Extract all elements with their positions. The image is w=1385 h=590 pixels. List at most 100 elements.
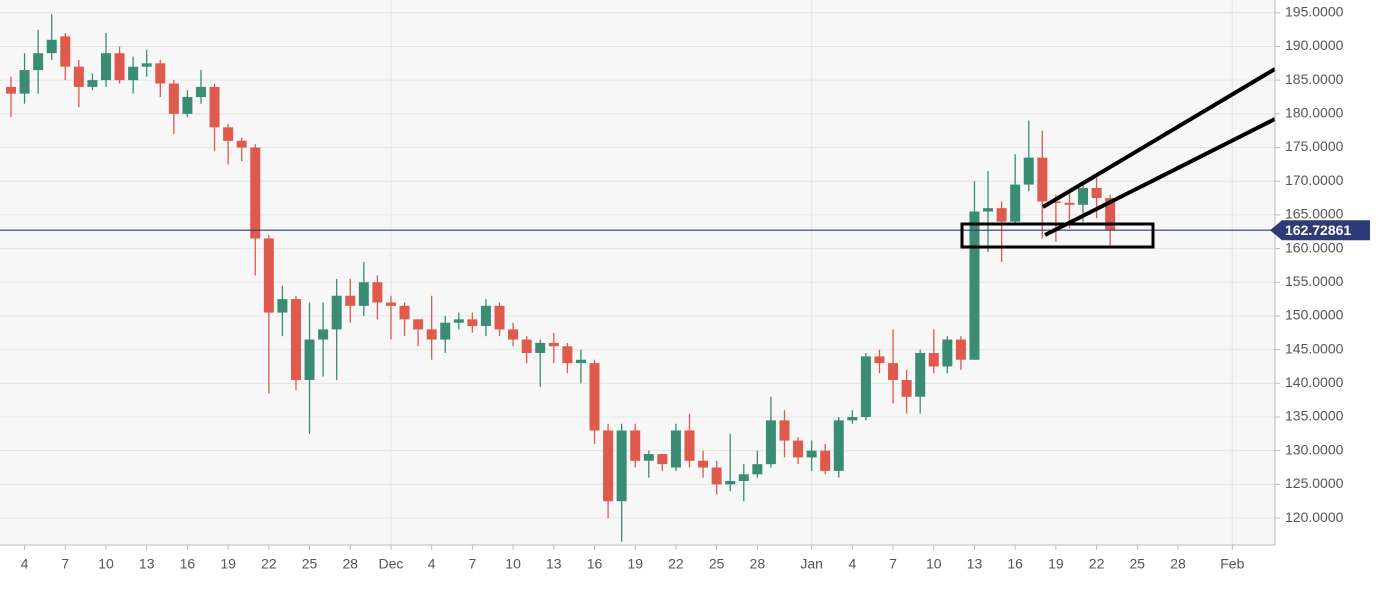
y-tick-label: 180.0000 xyxy=(1285,105,1344,121)
plot-background xyxy=(0,0,1275,545)
x-tick-label: 25 xyxy=(1130,556,1146,572)
x-tick-label: 22 xyxy=(668,556,684,572)
support-box xyxy=(960,222,1155,249)
candle-body xyxy=(6,86,16,94)
candle-body xyxy=(657,454,668,465)
candle-body xyxy=(765,420,776,465)
candle-body xyxy=(915,353,926,397)
candle-body xyxy=(345,295,356,306)
candle-body xyxy=(684,430,695,461)
x-tick-label: Feb xyxy=(1220,556,1244,572)
candle-body xyxy=(630,430,641,461)
y-tick-label: 125.0000 xyxy=(1285,475,1344,491)
x-tick-label: Jan xyxy=(800,556,823,572)
x-tick-label: 19 xyxy=(1048,556,1064,572)
candle-body xyxy=(996,208,1007,222)
candle-body xyxy=(806,450,817,458)
x-tick-label: 4 xyxy=(21,556,29,572)
x-tick-label: 10 xyxy=(98,556,114,572)
y-tick-label: 175.0000 xyxy=(1285,138,1344,154)
candle-body xyxy=(87,80,98,87)
y-tick-label: 165.0000 xyxy=(1285,206,1344,222)
candle-body xyxy=(983,208,994,212)
candle-body xyxy=(711,467,722,485)
x-tick-label: 7 xyxy=(468,556,476,572)
candle-body xyxy=(793,440,804,458)
candle-body xyxy=(331,295,342,330)
x-tick-label: 7 xyxy=(889,556,897,572)
candle-body xyxy=(182,97,193,114)
trend-line xyxy=(1041,67,1277,209)
candle-body xyxy=(19,70,30,94)
candle-body xyxy=(236,140,247,148)
x-tick-label: 13 xyxy=(546,556,562,572)
y-tick-label: 185.0000 xyxy=(1285,71,1344,87)
y-tick-label: 145.0000 xyxy=(1285,340,1344,356)
candle-body xyxy=(60,36,71,67)
candle-body xyxy=(1010,184,1021,222)
candle-body xyxy=(575,359,586,364)
candle-body xyxy=(318,329,329,340)
x-tick-label: 28 xyxy=(750,556,766,572)
candle-body xyxy=(548,342,559,347)
y-tick-label: 195.0000 xyxy=(1285,4,1344,20)
y-tick-label: 135.0000 xyxy=(1285,408,1344,424)
candle-body xyxy=(467,319,478,327)
x-tick-label: 25 xyxy=(302,556,318,572)
candle-body xyxy=(1078,187,1089,205)
candle-body xyxy=(521,339,532,354)
candle-body xyxy=(603,430,614,502)
x-tick-label: 28 xyxy=(1170,556,1186,572)
candle-body xyxy=(128,66,139,81)
y-tick-label: 160.0000 xyxy=(1285,239,1344,255)
x-tick-label: 7 xyxy=(61,556,69,572)
candle-body xyxy=(372,282,383,303)
y-tick-label: 130.0000 xyxy=(1285,441,1344,457)
candle-body xyxy=(670,430,681,468)
candle-body xyxy=(399,305,410,320)
candle-body xyxy=(155,63,166,84)
candle-body xyxy=(46,39,57,54)
candle-body xyxy=(616,430,627,502)
candle-body xyxy=(480,305,491,327)
candle-body xyxy=(100,53,111,81)
candle-body xyxy=(1105,198,1116,231)
x-tick-label: 19 xyxy=(627,556,643,572)
candle-body xyxy=(33,53,44,71)
candle-body xyxy=(698,460,709,468)
candle-body xyxy=(820,450,831,471)
candle-body xyxy=(290,299,301,380)
candle-body xyxy=(643,454,654,461)
candle-body xyxy=(1091,187,1102,199)
candle-body xyxy=(385,302,396,306)
candle-body xyxy=(847,417,858,421)
x-tick-label: 13 xyxy=(139,556,155,572)
candle-body xyxy=(413,319,424,330)
candle-body xyxy=(453,319,464,323)
candle-body xyxy=(752,464,763,475)
candle-body xyxy=(942,339,953,367)
candle-body xyxy=(1037,157,1048,202)
candle-body xyxy=(725,481,736,485)
candle-body xyxy=(1064,202,1075,205)
candle-body xyxy=(535,342,546,354)
candle-body xyxy=(358,282,369,306)
candle-body xyxy=(833,420,844,471)
candle-body xyxy=(562,346,573,364)
candle-body xyxy=(969,211,980,360)
candle-body xyxy=(1023,157,1034,185)
y-tick-label: 190.0000 xyxy=(1285,37,1344,53)
candle-body xyxy=(860,356,871,418)
candle-body xyxy=(888,363,899,380)
candle-body xyxy=(209,86,220,128)
trend-line xyxy=(1044,117,1276,237)
candle-body xyxy=(426,329,437,340)
y-tick-label: 150.0000 xyxy=(1285,307,1344,323)
annotations xyxy=(960,67,1277,249)
price-tag-label: 162.72861 xyxy=(1285,222,1351,238)
x-tick-label: 19 xyxy=(220,556,236,572)
x-tick-label: 22 xyxy=(1089,556,1105,572)
x-tick-label: 10 xyxy=(926,556,942,572)
candle-body xyxy=(304,339,315,380)
y-tick-label: 140.0000 xyxy=(1285,374,1344,390)
